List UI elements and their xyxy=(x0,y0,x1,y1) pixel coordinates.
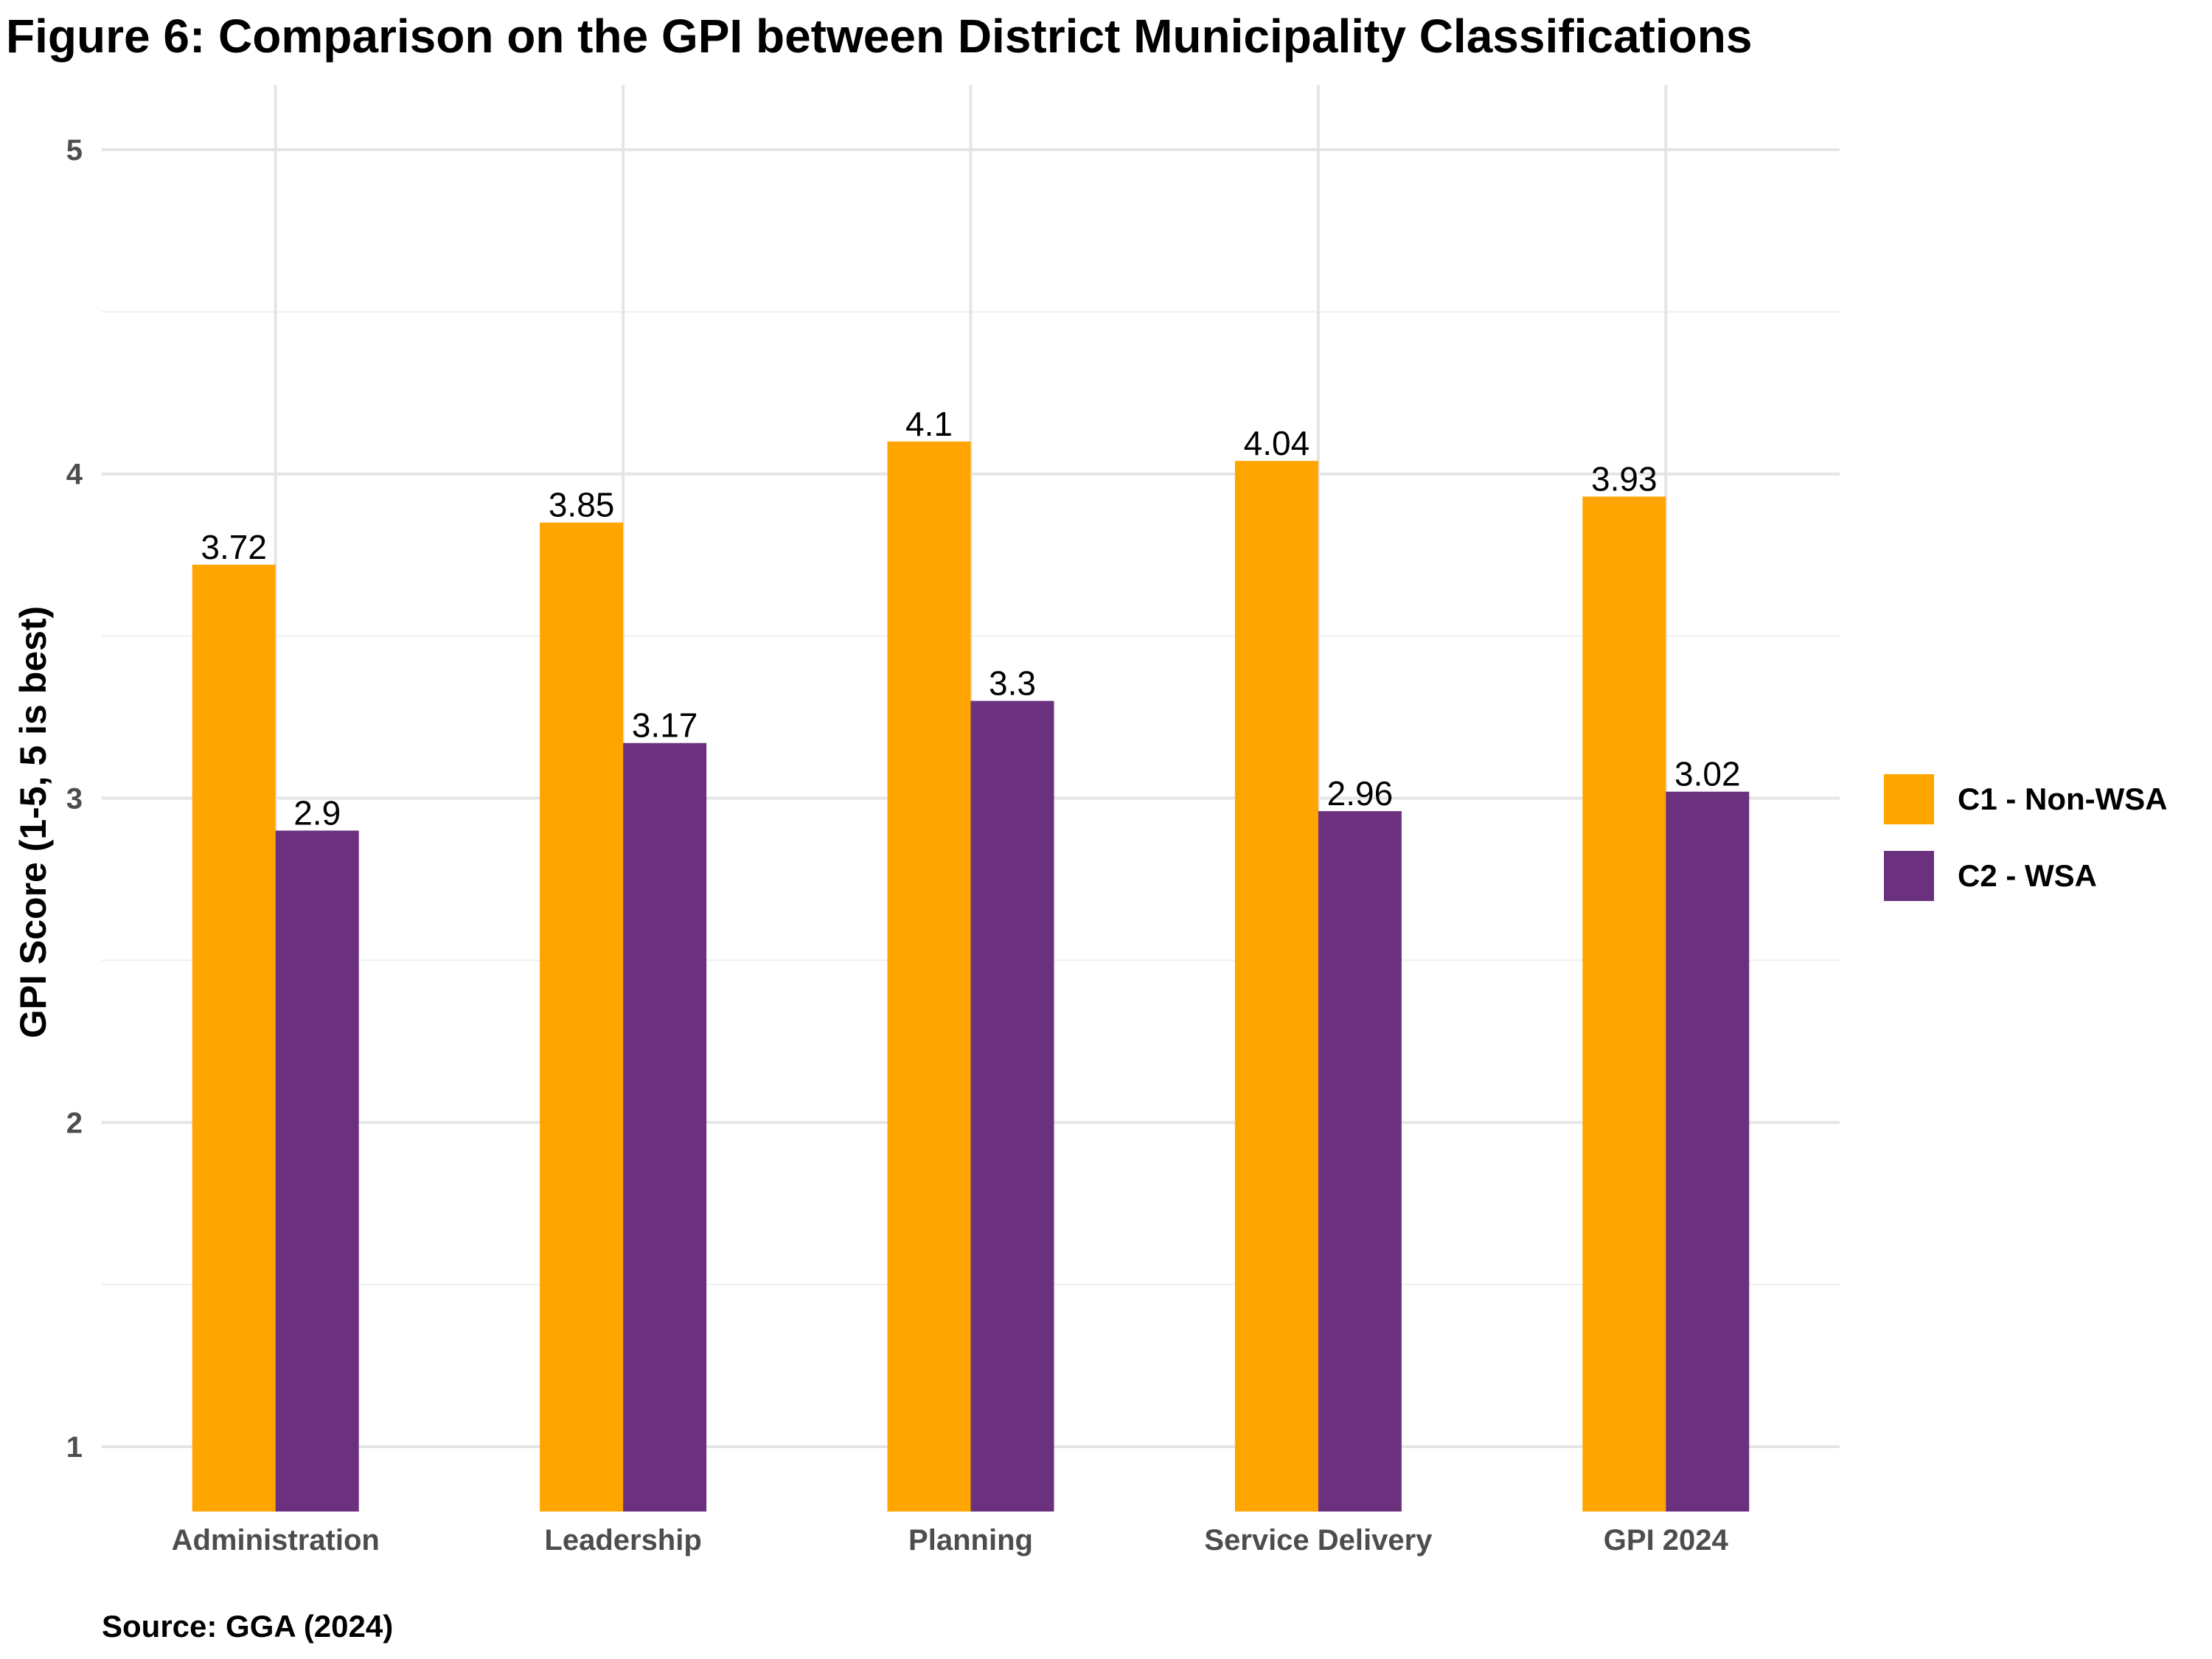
y-tick-label: 1 xyxy=(66,1431,83,1464)
x-axis-ticks: Administration Leadership Planning Service … xyxy=(172,1524,1729,1557)
bar-value-label: 3.85 xyxy=(549,486,615,524)
legend-swatch-c1-non-wsa xyxy=(1884,774,1934,824)
x-tick-label-gpi-2024: GPI 2024 xyxy=(1604,1524,1729,1557)
y-tick-label: 5 xyxy=(66,134,83,167)
bars: 3.72 3.85 4.1 4.04 3.93 2.9 3.17 3.3 2.96 3.02 xyxy=(192,405,1750,1512)
legend-label-c2-wsa: C2 - WSA xyxy=(1958,858,2097,893)
bar-c1-non-wsa-leadership xyxy=(540,522,624,1512)
bar-value-label: 3.17 xyxy=(632,706,698,745)
y-tick-label: 2 xyxy=(66,1107,83,1139)
y-tick-label: 4 xyxy=(66,459,83,491)
legend-swatch-c2-wsa xyxy=(1884,851,1934,901)
bar-c2-wsa-gpi-2024 xyxy=(1666,791,1750,1512)
source-note: Source: GGA (2024) xyxy=(102,1609,394,1644)
bar-c2-wsa-planning xyxy=(970,700,1054,1512)
bar-value-label: 3.93 xyxy=(1591,460,1658,498)
bar-value-label: 3.02 xyxy=(1674,755,1741,793)
bar-c2-wsa-leadership xyxy=(623,742,707,1512)
bar-c2-wsa-service-delivery xyxy=(1318,811,1402,1512)
bar-value-label: 4.1 xyxy=(905,405,953,443)
legend: C1 - Non-WSA C2 - WSA xyxy=(1884,774,2168,901)
y-axis-title: GPI Score (1-5, 5 is best) xyxy=(13,606,54,1038)
bar-value-label: 3.3 xyxy=(989,664,1036,703)
y-tick-label: 3 xyxy=(66,783,83,815)
bar-c1-non-wsa-planning xyxy=(887,441,971,1512)
x-tick-label-administration: Administration xyxy=(172,1524,380,1557)
bar-value-label: 2.9 xyxy=(293,793,341,832)
bar-c1-non-wsa-administration xyxy=(192,564,276,1512)
bar-value-label: 2.96 xyxy=(1327,774,1394,813)
x-tick-label-leadership: Leadership xyxy=(544,1524,701,1557)
bar-c1-non-wsa-service-delivery xyxy=(1234,461,1318,1512)
chart-title: Figure 6: Comparison on the GPI between … xyxy=(6,10,1753,63)
x-tick-label-service-delivery: Service Delivery xyxy=(1204,1524,1433,1557)
bar-c2-wsa-administration xyxy=(275,830,359,1512)
bar-value-label: 3.72 xyxy=(201,528,267,566)
y-axis-ticks: 1 2 3 4 5 xyxy=(66,134,83,1464)
legend-label-c1-non-wsa: C1 - Non-WSA xyxy=(1958,782,2168,816)
x-tick-label-planning: Planning xyxy=(908,1524,1033,1557)
bar-value-label: 4.04 xyxy=(1244,424,1310,462)
bar-c1-non-wsa-gpi-2024 xyxy=(1582,496,1666,1512)
